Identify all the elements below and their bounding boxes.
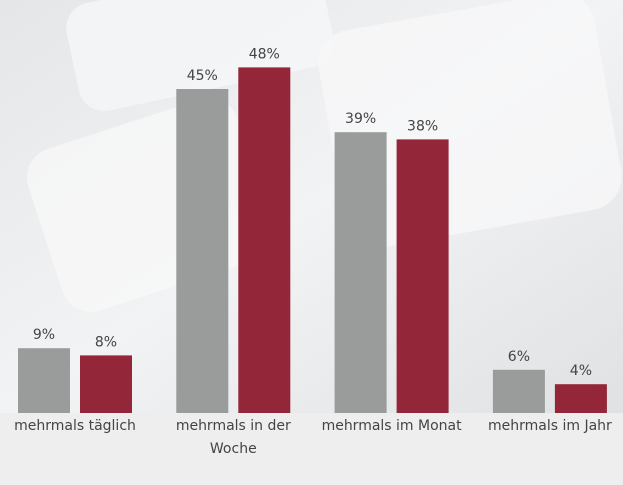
bar	[396, 139, 449, 413]
data-label: 45%	[187, 68, 218, 84]
bar	[80, 355, 132, 413]
data-label: 6%	[508, 349, 530, 365]
data-label: 8%	[95, 334, 117, 350]
data-label: 38%	[407, 118, 438, 134]
data-label: 39%	[345, 111, 376, 127]
key-shape	[318, 0, 622, 248]
data-label: 9%	[33, 327, 55, 343]
x-tick-label: mehrmals täglich	[14, 418, 136, 434]
label-panel	[0, 413, 623, 485]
x-tick-label: mehrmals im Jahr	[487, 418, 612, 434]
bar	[334, 132, 387, 413]
data-label: 48%	[249, 46, 280, 62]
x-tick-label: mehrmals in der Woche	[175, 418, 291, 457]
bar	[176, 89, 229, 413]
bar	[492, 369, 545, 413]
bar	[238, 67, 291, 414]
bar	[554, 384, 607, 413]
data-label: 4%	[570, 363, 592, 379]
bar	[18, 348, 70, 413]
x-tick-label: mehrmals im Monat	[321, 418, 462, 434]
